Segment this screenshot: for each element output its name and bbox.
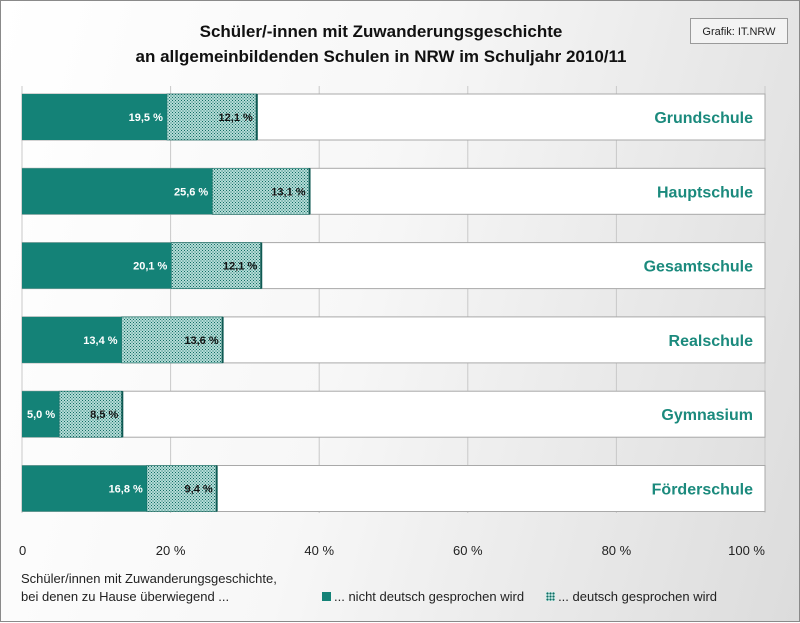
x-axis: 0 20 % 40 % 60 % 80 % 100 % [19,543,765,558]
bar-segment-nicht-deutsch [22,242,172,289]
legend-item-nicht-deutsch: ... nicht deutsch gesprochen wird [322,589,524,604]
source-badge: Grafik: IT.NRW [690,18,788,44]
x-tick-label: 40 % [304,543,334,558]
bar-background [21,390,766,438]
data-label-nicht-deutsch: 20,1 % [133,261,167,273]
category-label: Gesamtschule [644,259,753,276]
legend-label-nicht-deutsch: ... nicht deutsch gesprochen wird [334,589,525,604]
bar-segment-nicht-deutsch [22,316,122,363]
data-label-nicht-deutsch: 13,4 % [83,335,117,347]
data-label-deutsch: 13,6 % [184,335,218,347]
legend-item-deutsch: ... deutsch gesprochen wird [546,589,717,604]
legend-label-deutsch: ... deutsch gesprochen wird [558,589,718,604]
bar-segment-nicht-deutsch [22,391,60,438]
data-label-deutsch: 12,1 % [223,261,257,273]
legend-swatch-solid [322,592,331,601]
category-label: Grundschule [654,110,753,127]
data-label-nicht-deutsch: 5,0 % [27,409,55,421]
legend: ... nicht deutsch gesprochen wird ... de… [322,589,717,604]
category-label: Realschule [669,333,754,350]
x-tick-label: 80 % [602,543,632,558]
legend-description-line1: Schüler/innen mit Zuwanderungsgeschichte… [21,571,277,586]
data-label-nicht-deutsch: 16,8 % [109,484,143,496]
bar-segment-nicht-deutsch [22,168,213,215]
bar-segment-deutsch [121,316,223,364]
category-label: Gymnasium [661,407,753,424]
category-label: Förderschule [652,482,753,499]
bar-segment-nicht-deutsch [22,465,147,512]
legend-swatch-hatch [546,592,556,601]
data-label-deutsch: 12,1 % [219,112,253,124]
data-label-deutsch: 13,1 % [271,186,305,198]
x-tick-label: 20 % [156,543,186,558]
category-label: Hauptschule [657,184,753,201]
legend-description: Schüler/innen mit Zuwanderungsgeschichte… [21,570,277,606]
x-tick-label: 100 % [728,543,765,558]
bar-segment-deutsch [171,242,262,289]
chart-title: Schüler/-innen mit Zuwanderungsgeschicht… [71,19,691,69]
data-label-nicht-deutsch: 25,6 % [174,186,208,198]
x-tick-label: 60 % [453,543,483,558]
bar-segment-deutsch [146,465,217,512]
x-tick-label: 0 [19,543,26,558]
grid [21,86,766,513]
chart-title-line1: Schüler/-innen mit Zuwanderungsgeschicht… [199,22,563,41]
data-label-deutsch: 8,5 % [90,409,118,421]
bar-segment-deutsch [166,93,258,141]
bar-segment-deutsch [58,390,123,438]
bar-segment-nicht-deutsch [22,94,167,140]
data-label-deutsch: 9,4 % [185,484,213,496]
legend-description-line2: bei denen zu Hause überwiegend ... [21,589,230,604]
chart-title-line2: an allgemeinbildenden Schulen in NRW im … [135,47,627,66]
bars: 19,5 % 12,1 % Grundschule 25,6 % 13,1 % Haupt… [21,93,766,512]
data-label-nicht-deutsch: 19,5 % [129,112,163,124]
